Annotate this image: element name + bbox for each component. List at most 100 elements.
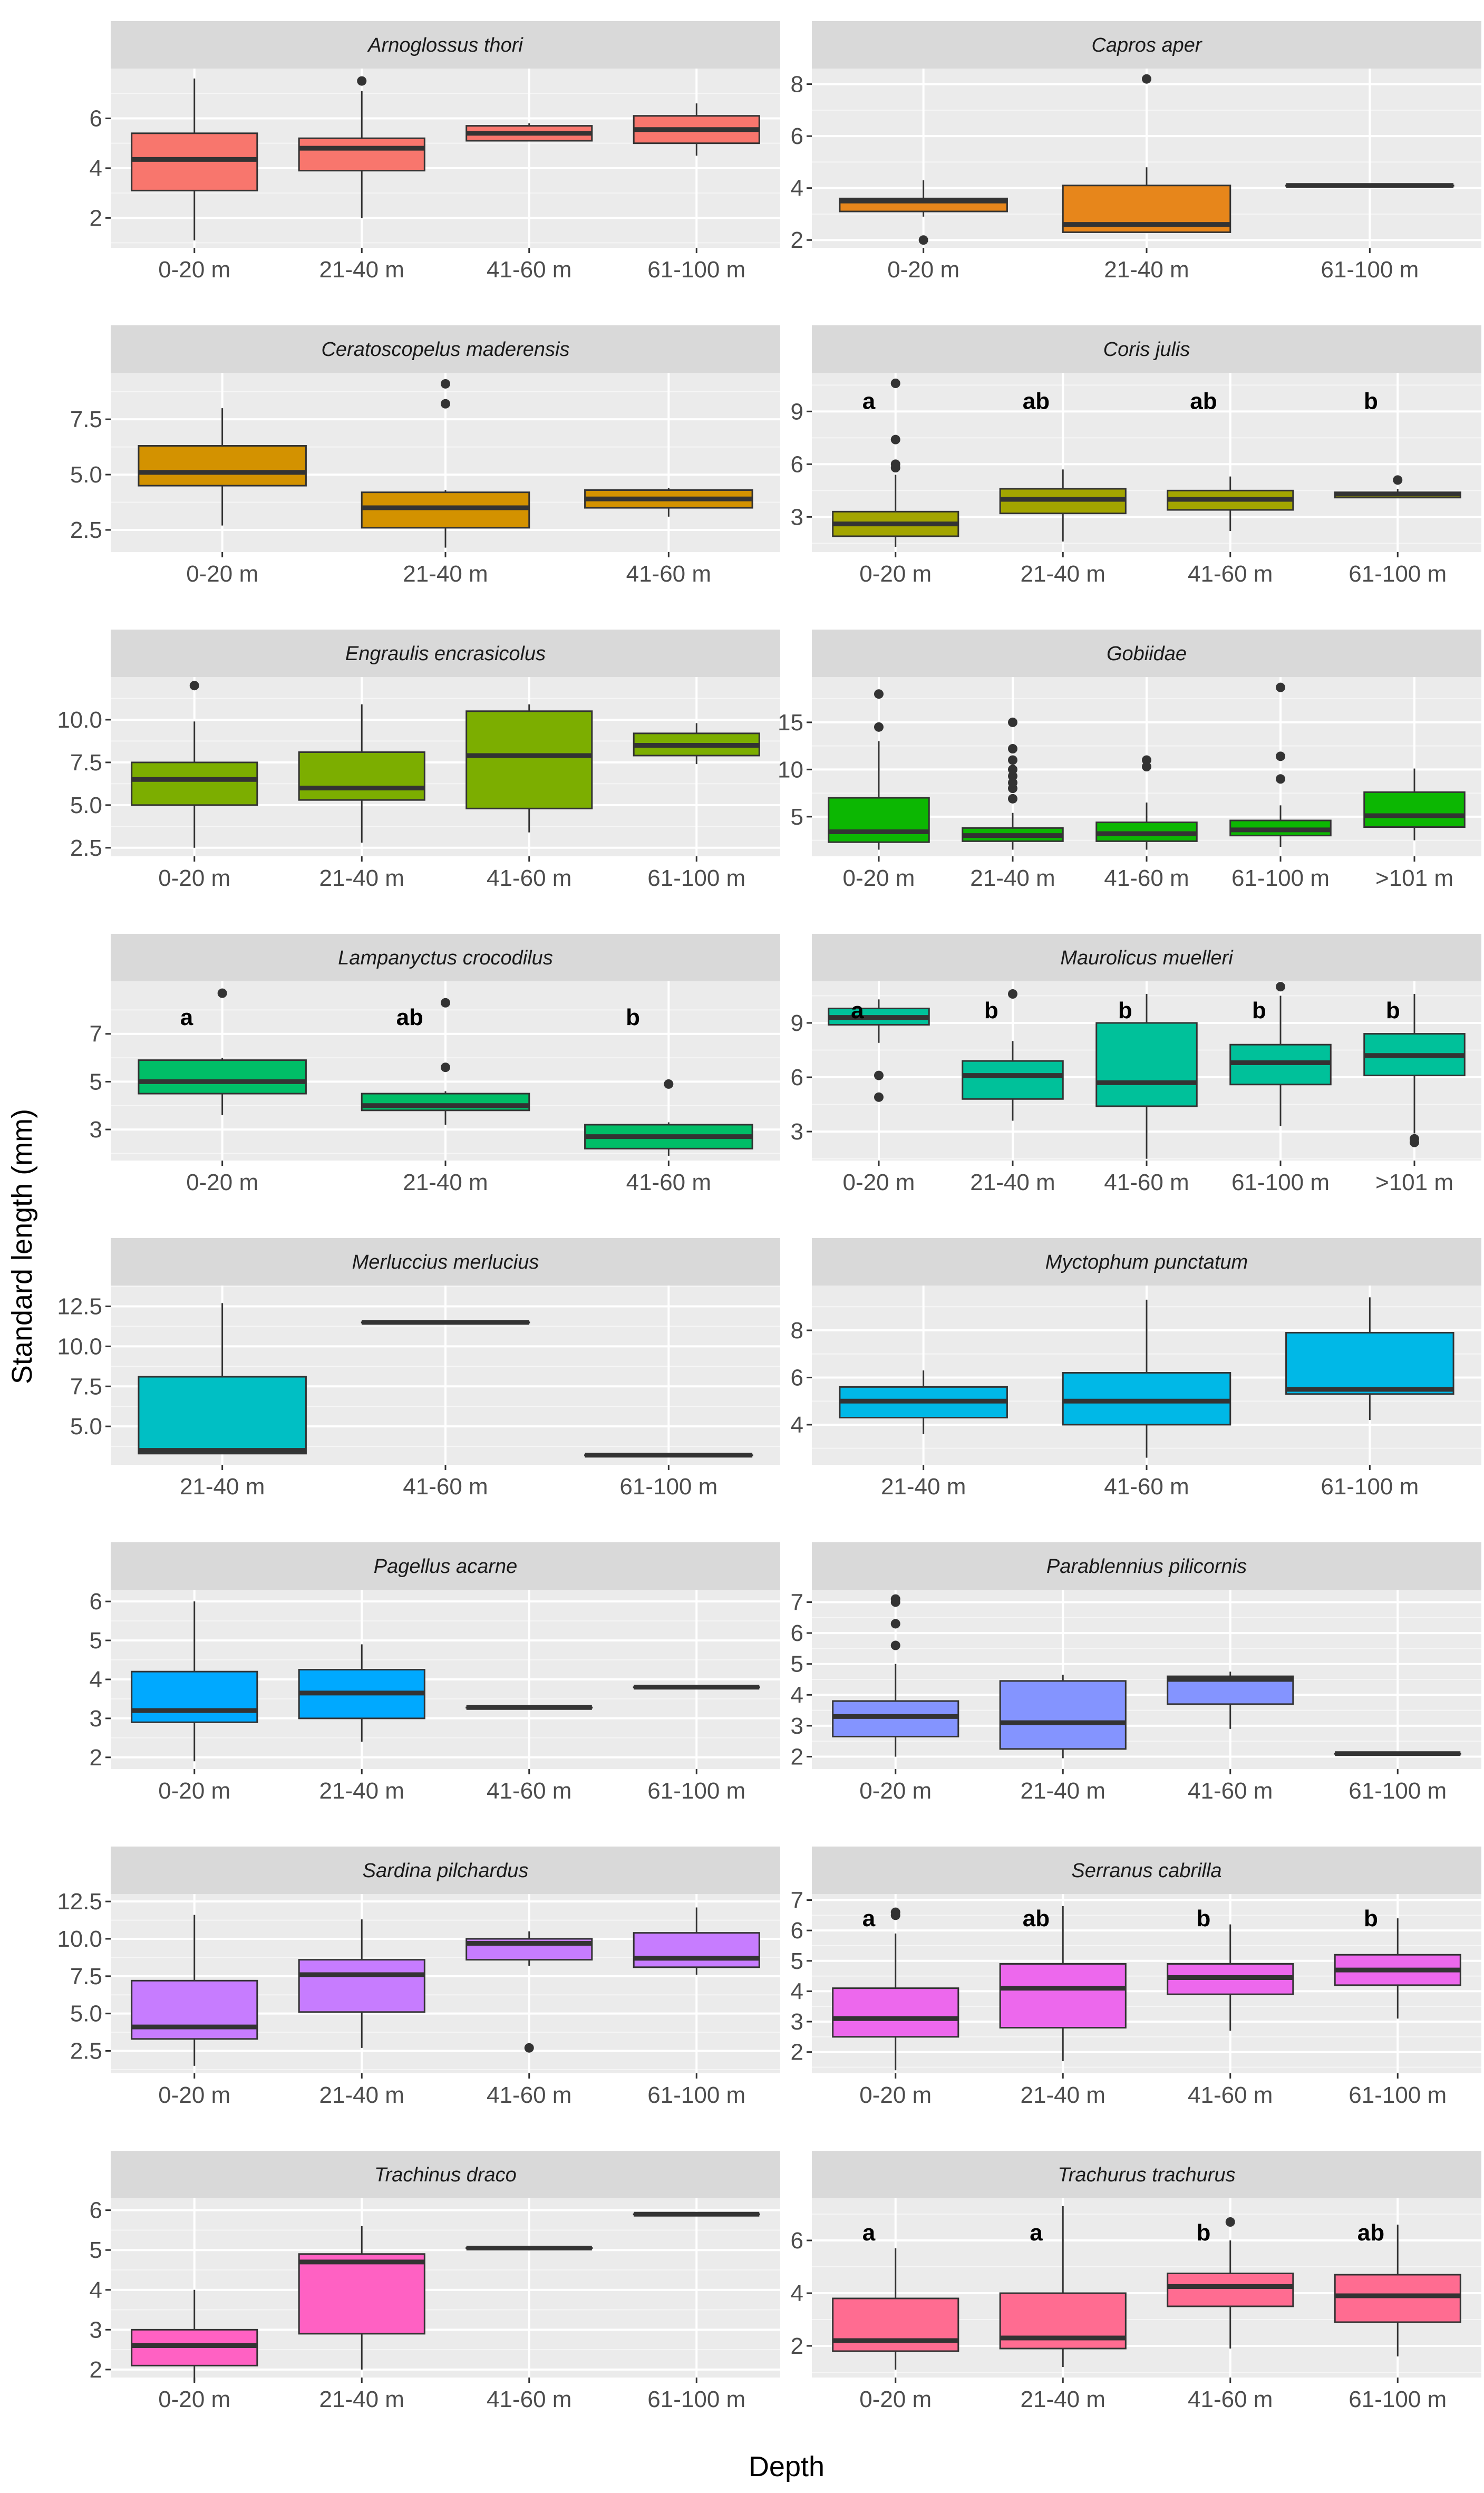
x-tick-label: 0-20 m <box>158 2386 230 2412</box>
panel-title: Lampanyctus crocodilus <box>338 947 553 969</box>
panel-16: Trachurus trachurus 2 4 6 0-20 m 21-40 m 41-60… <box>791 2151 1481 2412</box>
strip-background <box>111 325 780 373</box>
outlier-point <box>874 1070 884 1080</box>
iqr-box <box>832 2297 959 2352</box>
x-tick-label: 0-20 m <box>859 2386 932 2412</box>
box-41-60-m <box>465 1705 593 1710</box>
x-tick-label: 41-60 m <box>1104 865 1189 891</box>
box-21-40-m <box>999 1675 1127 1758</box>
strip-background <box>812 934 1481 981</box>
panel-7: Lampanyctus crocodilus 3 5 7 0-20 m 21-40 m 41… <box>90 934 780 1195</box>
outlier-point <box>890 1619 900 1629</box>
x-tick-label: 0-20 m <box>186 1170 258 1195</box>
y-tick-label: 6 <box>90 1589 102 1615</box>
box-21-40-m <box>1062 74 1231 233</box>
y-tick-label: 6 <box>791 2228 803 2254</box>
box-21-40-m <box>999 2206 1127 2367</box>
y-tick-label: 5.0 <box>70 1414 102 1439</box>
x-tick-label: >101 m <box>1375 1170 1453 1195</box>
x-tick-label: 21-40 m <box>403 561 488 587</box>
outlier-point <box>1008 744 1017 753</box>
x-tick-label: 0-20 m <box>859 2082 932 2108</box>
y-tick-label: 2 <box>90 2357 102 2383</box>
significance-letter: a <box>1030 2220 1043 2246</box>
box-41-60-m <box>1062 1299 1231 1458</box>
iqr-box <box>138 1059 307 1095</box>
panel-title: Parablennius pilicornis <box>1046 1555 1247 1578</box>
y-tick-label: 4 <box>90 1667 102 1693</box>
y-tick-label: 5.0 <box>70 793 102 818</box>
outlier-point <box>1008 989 1017 999</box>
y-tick-label: 5 <box>90 1069 102 1095</box>
x-tick-label: 21-40 m <box>881 1474 966 1500</box>
outlier-point <box>1008 717 1017 727</box>
x-tick-label: 21-40 m <box>319 257 404 283</box>
y-tick-label: 2 <box>791 227 803 253</box>
x-tick-label: 41-60 m <box>1188 1778 1273 1804</box>
panel-6: Gobiidae 5 10 15 0-20 m 21-40 m 41-60 m 61-100 … <box>778 630 1481 891</box>
outlier-point <box>874 1092 884 1102</box>
x-tick-label: 0-20 m <box>158 1778 230 1804</box>
outlier-point <box>1276 751 1285 761</box>
x-tick-label: 21-40 m <box>180 1474 265 1500</box>
box-21-40-m <box>839 1370 1008 1434</box>
y-tick-label: 6 <box>90 2198 102 2224</box>
box-61-100-m <box>1229 682 1332 847</box>
box-21-40-m <box>999 469 1127 542</box>
x-tick-label: >101 m <box>1375 865 1453 891</box>
x-tick-label: 61-100 m <box>1349 2386 1447 2412</box>
panel-14: Serranus cabrilla 2 3 4 5 6 7 0-20 m 21-40 m 41-6… <box>791 1847 1481 2108</box>
x-tick-label: 61-100 m <box>1231 865 1330 891</box>
box-61-100-m <box>1334 2225 1461 2356</box>
box-61-100-m <box>1229 982 1332 1126</box>
x-tick-label: 21-40 m <box>1021 1778 1105 1804</box>
outlier-point <box>890 459 900 469</box>
box-41-60-m <box>361 1320 530 1325</box>
iqr-box <box>962 1060 1064 1100</box>
box-0-20-m <box>828 999 930 1102</box>
y-tick-label: 2 <box>791 2333 803 2359</box>
y-tick-label: 4 <box>90 2277 102 2303</box>
iqr-box <box>832 1987 959 2038</box>
box-21-40-m <box>298 2226 425 2370</box>
panel-title: Ceratoscopelus maderensis <box>321 339 569 361</box>
box-41-60-m <box>584 1079 753 1156</box>
box-0-20-m <box>131 1915 258 2066</box>
outlier-point <box>1008 794 1017 804</box>
panel-title: Myctophum punctatum <box>1045 1251 1248 1273</box>
box-21-40-m <box>298 1644 425 1742</box>
panel-12: Parablennius pilicornis 2 3 4 5 6 7 0-20 m 21-40… <box>791 1542 1481 1804</box>
iqr-box <box>633 1932 760 1968</box>
outlier-point <box>890 1640 900 1650</box>
box-21-40-m <box>298 704 425 843</box>
outlier-point <box>441 379 450 389</box>
strip-background <box>812 1847 1481 1894</box>
box-41-60-m <box>465 704 593 833</box>
x-tick-label: 41-60 m <box>1104 1474 1189 1500</box>
box-41-60-m <box>1167 476 1294 531</box>
outlier-point <box>890 379 900 388</box>
box-61-100-m <box>633 723 760 765</box>
y-tick-label: 6 <box>791 1365 803 1390</box>
y-tick-label: 12.5 <box>57 1889 102 1915</box>
x-tick-label: 0-20 m <box>843 1170 915 1195</box>
iqr-box <box>138 445 307 487</box>
panel-11: Pagellus acarne 2 3 4 5 6 0-20 m 21-40 m 41-60 m… <box>90 1542 780 1804</box>
x-tick-label: 61-100 m <box>647 1778 745 1804</box>
y-tick-label: 4 <box>791 2281 803 2306</box>
x-tick-label: 21-40 m <box>1021 561 1105 587</box>
outlier-point <box>874 722 884 732</box>
y-tick-label: 5.0 <box>70 2001 102 2027</box>
strip-background <box>812 630 1481 677</box>
significance-letter: b <box>1364 388 1378 414</box>
x-tick-label: 21-40 m <box>970 865 1055 891</box>
y-tick-label: 5 <box>791 1651 803 1677</box>
iqr-box <box>1363 791 1466 828</box>
y-tick-label: 7.5 <box>70 1964 102 1989</box>
strip-background <box>812 21 1481 69</box>
panel-3: Ceratoscopelus maderensis 2.5 5.0 7.5 0-20 m… <box>70 325 780 587</box>
iqr-box <box>131 761 258 806</box>
box-21-40-m <box>138 1303 307 1455</box>
box-21-40-m <box>298 1919 425 2048</box>
x-tick-label: 21-40 m <box>970 1170 1055 1195</box>
